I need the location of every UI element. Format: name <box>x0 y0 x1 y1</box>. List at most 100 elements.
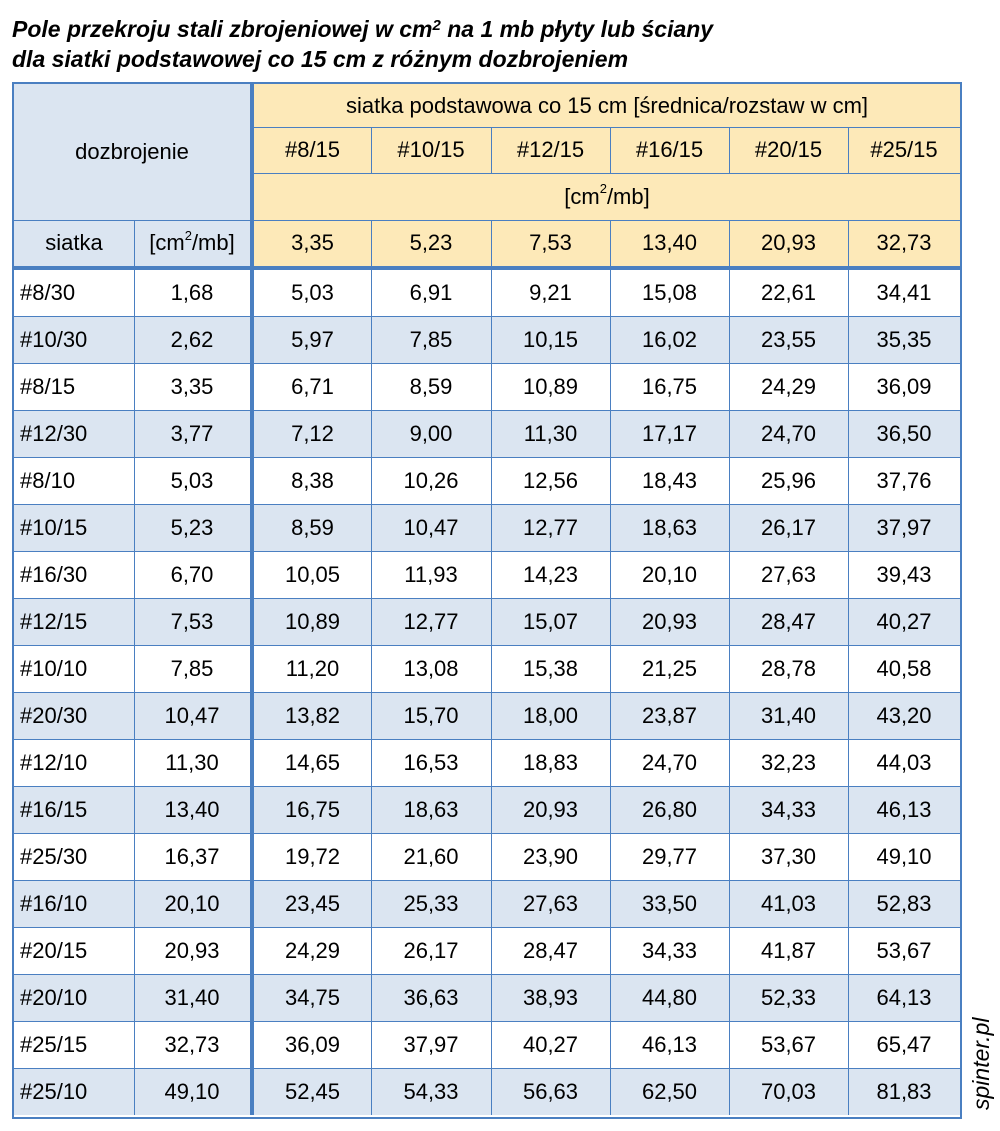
table-cell-value: 16,75 <box>610 363 729 410</box>
grid-line <box>254 220 960 221</box>
row-area-value: 32,73 <box>134 1021 250 1068</box>
table-cell-value: 49,10 <box>848 833 960 880</box>
row-area-value: 31,40 <box>134 974 250 1021</box>
base-area-header: 7,53 <box>491 220 610 266</box>
row-mesh-label: #25/10 <box>14 1068 134 1115</box>
row-mesh-label: #20/10 <box>14 974 134 1021</box>
table-cell-value: 28,78 <box>729 645 848 692</box>
grid-line <box>371 127 372 173</box>
row-area-value: 16,37 <box>134 833 250 880</box>
row-area-value: 7,53 <box>134 598 250 645</box>
table-cell-value: 18,83 <box>491 739 610 786</box>
table-cell-value: 37,30 <box>729 833 848 880</box>
table-cell-value: 9,00 <box>371 410 491 457</box>
table-cell-value: 7,85 <box>371 316 491 363</box>
row-mesh-label: #10/30 <box>14 316 134 363</box>
table-cell-value: 26,17 <box>371 927 491 974</box>
table-cell-value: 46,13 <box>848 786 960 833</box>
table-cell-value: 39,43 <box>848 551 960 598</box>
title-line-1: Pole przekroju stali zbrojeniowej w cm2 … <box>12 16 714 42</box>
row-area-value: 20,93 <box>134 927 250 974</box>
table-cell-value: 34,33 <box>610 927 729 974</box>
table-cell-value: 40,58 <box>848 645 960 692</box>
grid-line <box>14 220 250 221</box>
table-cell-value: 54,33 <box>371 1068 491 1115</box>
table-cell-value: 70,03 <box>729 1068 848 1115</box>
table-cell-value: 37,97 <box>848 504 960 551</box>
grid-line <box>14 974 960 975</box>
table-cell-value: 15,07 <box>491 598 610 645</box>
document-title: Pole przekroju stali zbrojeniowej w cm2 … <box>12 14 713 74</box>
table-cell-value: 21,60 <box>371 833 491 880</box>
table-cell-value: 19,72 <box>254 833 371 880</box>
table-cell-value: 17,17 <box>610 410 729 457</box>
table-cell-value: 36,09 <box>254 1021 371 1068</box>
grid-line <box>14 316 960 317</box>
table-cell-value: 14,23 <box>491 551 610 598</box>
row-mesh-label: #12/15 <box>14 598 134 645</box>
grid-line <box>14 266 960 270</box>
table-cell-value: 10,47 <box>371 504 491 551</box>
row-mesh-label: #25/15 <box>14 1021 134 1068</box>
table-cell-value: 32,23 <box>729 739 848 786</box>
table-cell-value: 37,97 <box>371 1021 491 1068</box>
table-cell-value: 20,10 <box>610 551 729 598</box>
grid-line <box>371 220 372 1115</box>
row-area-value: 11,30 <box>134 739 250 786</box>
base-area-header: 5,23 <box>371 220 491 266</box>
grid-line <box>134 220 135 1115</box>
group-header: siatka podstawowa co 15 cm [średnica/roz… <box>254 84 960 127</box>
row-area-value: 49,10 <box>134 1068 250 1115</box>
table-cell-value: 20,93 <box>610 598 729 645</box>
base-mesh-header: #12/15 <box>491 127 610 173</box>
table-cell-value: 81,83 <box>848 1068 960 1115</box>
row-mesh-label: #12/30 <box>14 410 134 457</box>
unit-text: 2 <box>599 181 607 196</box>
table-cell-value: 65,47 <box>848 1021 960 1068</box>
table-cell-value: 26,17 <box>729 504 848 551</box>
row-area-value: 3,35 <box>134 363 250 410</box>
grid-line <box>14 645 960 646</box>
table-cell-value: 24,29 <box>729 363 848 410</box>
table-cell-value: 16,53 <box>371 739 491 786</box>
row-area-value: 5,23 <box>134 504 250 551</box>
table-cell-value: 43,20 <box>848 692 960 739</box>
grid-line <box>14 551 960 552</box>
table-cell-value: 12,56 <box>491 457 610 504</box>
unit-text: [cm <box>149 230 185 255</box>
table-cell-value: 8,59 <box>254 504 371 551</box>
grid-line <box>14 739 960 740</box>
row-area-value: 20,10 <box>134 880 250 927</box>
row-mesh-label: #8/15 <box>14 363 134 410</box>
unit-header: [cm 2/mb] <box>134 220 250 266</box>
grid-line <box>14 1021 960 1022</box>
table-cell-value: 28,47 <box>491 927 610 974</box>
grid-line <box>610 127 611 173</box>
row-mesh-label: #16/10 <box>14 880 134 927</box>
row-area-value: 1,68 <box>134 269 250 316</box>
grid-line <box>610 220 611 1115</box>
title-line-2: dla siatki podstawowej co 15 cm z różnym… <box>12 46 629 72</box>
unit-text: [cm <box>564 183 600 209</box>
table-cell-value: 15,08 <box>610 269 729 316</box>
base-area-header: 20,93 <box>729 220 848 266</box>
table-cell-value: 16,02 <box>610 316 729 363</box>
table-cell-value: 23,90 <box>491 833 610 880</box>
table-cell-value: 8,38 <box>254 457 371 504</box>
table-cell-value: 40,27 <box>848 598 960 645</box>
grid-line <box>848 127 849 173</box>
base-mesh-header: #25/15 <box>848 127 960 173</box>
table-cell-value: 20,93 <box>491 786 610 833</box>
table-cell-value: 24,70 <box>729 410 848 457</box>
table-cell-value: 13,08 <box>371 645 491 692</box>
row-area-value: 10,47 <box>134 692 250 739</box>
grid-line <box>14 598 960 599</box>
table-cell-value: 6,71 <box>254 363 371 410</box>
grid-line <box>848 220 849 1115</box>
base-mesh-header: #16/15 <box>610 127 729 173</box>
table-cell-value: 10,89 <box>254 598 371 645</box>
table-cell-value: 53,67 <box>729 1021 848 1068</box>
table-cell-value: 34,75 <box>254 974 371 1021</box>
grid-line <box>14 410 960 411</box>
table-cell-value: 27,63 <box>491 880 610 927</box>
